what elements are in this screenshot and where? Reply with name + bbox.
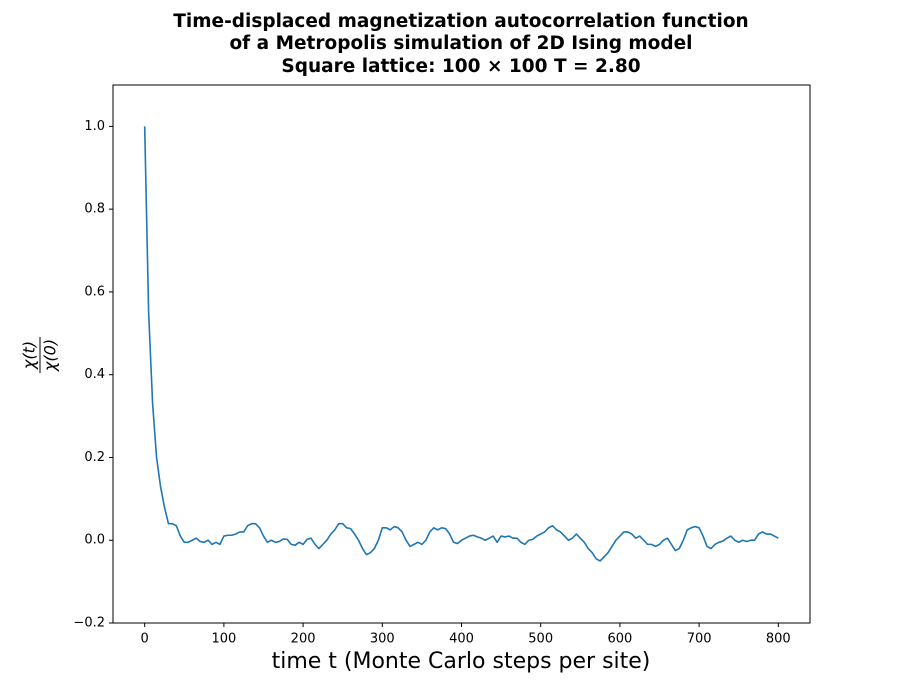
y-axis-label: χ(t) χ(0) (20, 337, 60, 373)
y-tick-label: 0.4 (84, 367, 105, 382)
y-label-denominator: χ(0) (41, 339, 60, 372)
y-tick-label: −0.2 (73, 616, 105, 631)
x-tick-label: 400 (449, 632, 474, 647)
y-tick-label: 0.8 (84, 202, 105, 217)
x-tick-label: 0 (141, 632, 149, 647)
y-label-numerator: χ(t) (20, 341, 39, 370)
chart-title: Time-displaced magnetization autocorrela… (173, 11, 748, 32)
y-tick-label: 0.2 (84, 450, 105, 465)
x-tick-label: 800 (766, 632, 791, 647)
x-tick-label: 500 (528, 632, 553, 647)
chart-title: of a Metropolis simulation of 2D Ising m… (229, 33, 692, 54)
chart-subtitle: Square lattice: 100 × 100 T = 2.80 (281, 56, 640, 77)
x-tick-label: 300 (370, 632, 395, 647)
y-tick-label: 1.0 (84, 119, 105, 134)
x-tick-label: 600 (607, 632, 632, 647)
y-tick-label: 0.0 (84, 533, 105, 548)
x-axis-label: time t (Monte Carlo steps per site) (272, 649, 651, 674)
data-line (143, 126, 779, 562)
x-tick-label: 100 (211, 632, 236, 647)
x-tick-label: 700 (687, 632, 712, 647)
x-tick-label: 200 (291, 632, 316, 647)
y-tick-label: 0.6 (84, 284, 105, 299)
